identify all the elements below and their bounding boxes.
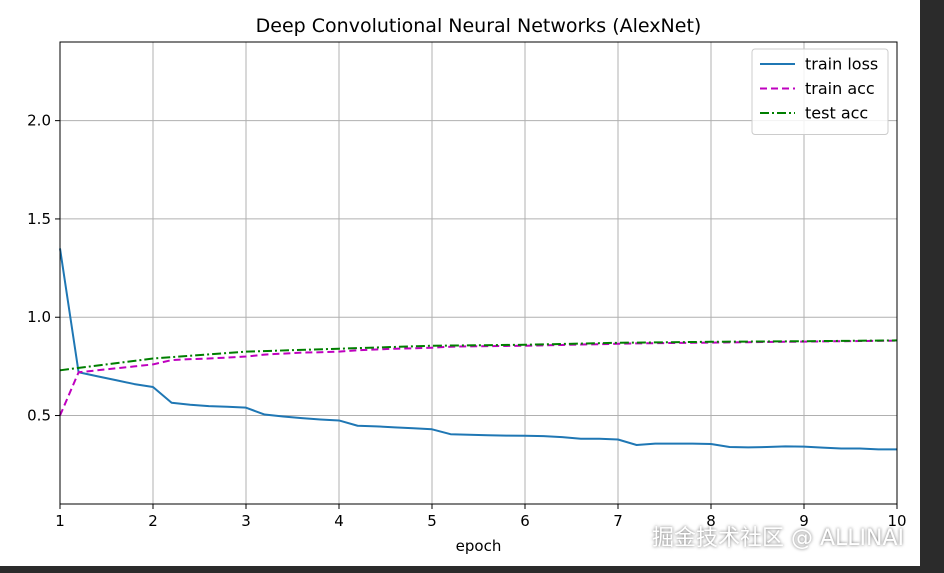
y-tick-label: 0.5 (27, 407, 51, 425)
x-tick-label: 7 (613, 512, 623, 530)
axis-ticks: 1 2 3 4 5 6 7 8 9 10 0.5 1.0 1.5 2.0 (27, 112, 906, 530)
legend-entry: train acc (805, 79, 875, 98)
x-tick-label: 9 (799, 512, 809, 530)
x-tick-label: 10 (887, 512, 906, 530)
x-tick-label: 1 (55, 512, 65, 530)
x-tick-label: 3 (241, 512, 251, 530)
series-line-train-loss (59, 248, 897, 451)
x-axis-label: epoch (456, 537, 502, 555)
x-tick-label: 8 (706, 512, 716, 530)
legend-entry: train loss (805, 55, 878, 74)
legend-entry: test acc (805, 104, 868, 123)
y-tick-label: 2.0 (27, 112, 51, 130)
x-tick-label: 5 (427, 512, 437, 530)
x-tick-label: 4 (334, 512, 344, 530)
plot-frame (59, 41, 898, 505)
chart-figure: 1 2 3 4 5 6 7 8 9 10 0.5 1.0 1.5 2.0 Deep Convolution… (0, 0, 920, 566)
chart-title: Deep Convolutional Neural Networks (Alex… (256, 15, 702, 37)
series-line-test-acc (59, 339, 898, 372)
line-chart: 1 2 3 4 5 6 7 8 9 10 0.5 1.0 1.5 2.0 Deep Convolution… (27, 15, 906, 555)
x-tick-label: 6 (520, 512, 530, 530)
y-tick-label: 1.0 (27, 308, 51, 326)
watermark: 掘金技术社区 @ ALLINAI (651, 526, 904, 551)
y-tick-label: 1.5 (27, 210, 51, 228)
x-tick-label: 2 (148, 512, 158, 530)
series-lines (59, 248, 898, 451)
legend: train loss train acc test acc (751, 48, 889, 135)
